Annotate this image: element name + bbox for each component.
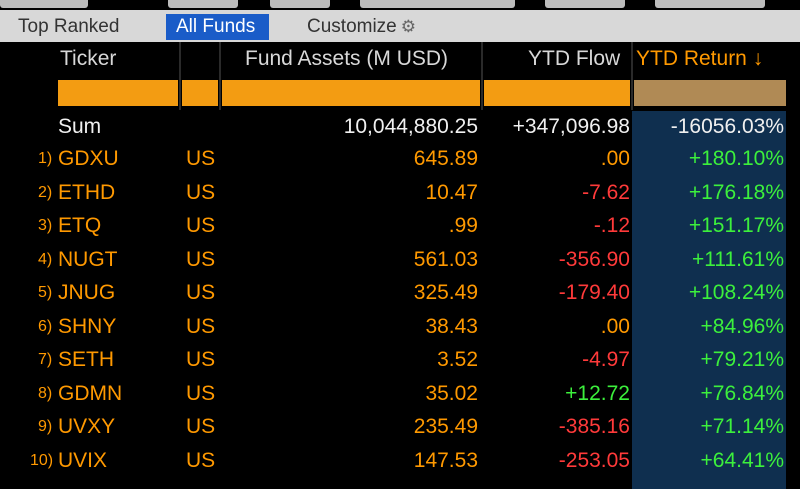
ytd-return: +76.84% [700,381,785,405]
ytd-flow: .00 [600,314,630,338]
column-header-row: Ticker Fund Assets (M USD) YTD Flow YTD … [0,42,800,78]
fund-assets: 645.89 [413,147,478,170]
ytd-return: +71.14% [700,415,785,438]
row-number: 8) [38,384,53,402]
country: US [186,147,216,170]
row-number: 6) [38,317,53,335]
tab-top-ranked[interactable]: Top Ranked [18,16,120,37]
fund-assets: 38.43 [425,314,478,338]
tab-liquidity[interactable] [655,0,765,8]
row-number: 3) [38,217,53,234]
ticker: SHNY [58,314,117,338]
tab-5[interactable] [545,0,625,8]
fund-assets: .99 [448,214,478,237]
country: US [186,448,216,472]
divider [481,42,483,110]
ytd-return: +180.10% [688,147,784,170]
country: US [186,281,216,304]
ticker: UVIX [58,448,108,472]
ytd-flow: -356.90 [558,247,630,271]
tab-customize[interactable]: Customize ⚙ [299,14,424,40]
ticker: NUGT [58,247,118,271]
ticker: GDMN [58,381,123,405]
ytd-flow: .00 [600,147,630,170]
fund-assets: 561.03 [413,247,478,271]
country: US [186,415,216,438]
divider [179,42,181,110]
ticker: SETH [58,348,115,371]
country: US [186,314,216,338]
sum-return: -16056.03% [670,115,784,138]
tab-performance[interactable] [360,0,515,8]
sum-assets: 10,044,880.25 [343,115,478,138]
ticker: ETHD [58,180,116,204]
filter-return[interactable] [634,80,786,106]
ticker: UVXY [58,415,116,438]
country: US [186,381,216,405]
gear-icon: ⚙ [400,17,416,36]
sum-label: Sum [58,115,102,138]
ytd-return: +79.21% [700,348,785,371]
ticker: GDXU [58,147,119,170]
ticker: ETQ [58,214,102,237]
row-number: 10) [30,451,54,469]
country: US [186,180,216,204]
col-ticker[interactable]: Ticker [60,47,117,70]
ytd-return: +108.24% [688,281,784,304]
ytd-flow: -179.40 [558,281,630,304]
ytd-flow: -385.16 [558,415,630,438]
ytd-return: +151.17% [688,214,784,237]
row-number: 5) [38,284,53,301]
divider [631,42,633,110]
col-ytd-return[interactable]: YTD Return ↓ [636,47,764,70]
tab-all-funds[interactable]: All Funds [166,14,270,40]
ytd-return: +84.96% [700,314,785,338]
fund-assets: 235.49 [413,415,478,438]
ytd-flow: +12.72 [565,381,630,405]
view-tabs: Top Ranked All Funds Customize ⚙ [0,10,800,42]
divider [219,42,221,110]
country: US [186,247,216,271]
fund-assets: 147.53 [413,448,478,472]
col-ytd-flow[interactable]: YTD Flow [528,47,621,70]
row-number: 1) [38,150,53,167]
tab-2[interactable] [168,0,238,8]
filter-assets[interactable] [222,80,480,106]
filter-flow[interactable] [484,80,630,106]
row-number: 2) [38,183,53,201]
ytd-return: +111.61% [691,247,784,271]
ytd-flow: -253.05 [558,448,630,472]
ytd-return: +176.18% [688,180,784,204]
row-number: 7) [38,351,53,368]
row-number: 4) [38,250,53,268]
ytd-return: +64.41% [700,448,785,472]
row-number: 9) [38,418,53,435]
ytd-flow: -7.62 [582,180,630,204]
fund-assets: 10.47 [425,180,478,204]
customize-label: Customize [307,16,397,37]
fund-assets: 325.49 [413,281,478,304]
ytd-flow: -4.97 [582,348,630,371]
filter-country[interactable] [182,80,218,106]
ticker: JNUG [58,281,116,304]
country: US [186,214,216,237]
ytd-return-column-highlight [632,111,786,489]
filter-ticker[interactable] [58,80,178,106]
col-fund-assets[interactable]: Fund Assets (M USD) [245,47,449,70]
tab-3[interactable] [270,0,330,8]
top-tab-strip [0,0,800,10]
fund-assets: 3.52 [437,348,478,371]
tab-summary[interactable] [0,0,88,8]
ytd-flow: -.12 [593,214,630,237]
fund-assets: 35.02 [425,381,478,405]
country: US [186,348,216,371]
sum-flow: +347,096.98 [512,115,630,138]
